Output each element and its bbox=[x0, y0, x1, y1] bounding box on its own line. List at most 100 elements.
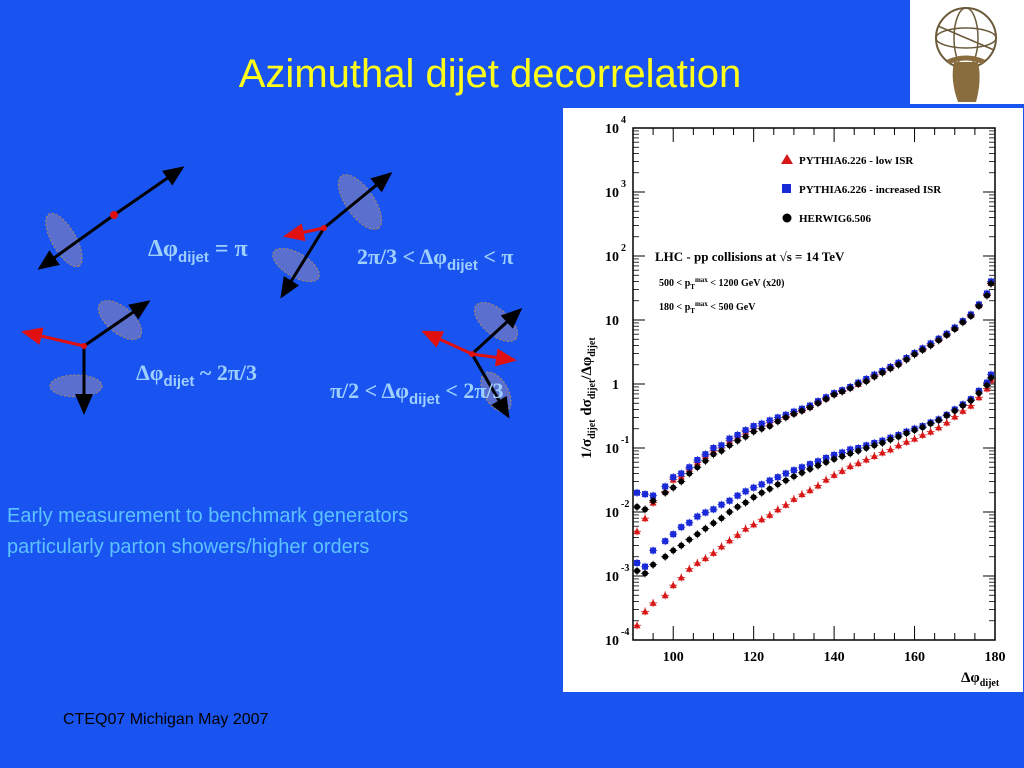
config-near-back-to-back bbox=[272, 172, 393, 299]
data-point-herwig bbox=[758, 489, 765, 496]
data-point-increased-isr bbox=[758, 481, 765, 488]
data-point-herwig bbox=[758, 425, 765, 432]
data-point-herwig bbox=[806, 404, 813, 411]
y-tick-label: 10 bbox=[605, 634, 619, 649]
data-point-low-isr bbox=[854, 459, 862, 467]
data-point-increased-isr bbox=[670, 474, 677, 481]
data-point-low-isr bbox=[726, 536, 734, 544]
data-point-increased-isr bbox=[710, 506, 717, 513]
data-point-herwig bbox=[847, 450, 854, 457]
data-point-herwig bbox=[839, 388, 846, 395]
data-point-low-isr bbox=[661, 591, 669, 599]
data-point-herwig bbox=[927, 420, 934, 427]
data-point-herwig bbox=[887, 365, 894, 372]
data-point-increased-isr bbox=[642, 563, 649, 570]
data-point-herwig bbox=[855, 447, 862, 454]
legend-marker-low-isr bbox=[781, 154, 793, 164]
y-tick-exponent: -2 bbox=[621, 499, 629, 510]
data-point-increased-isr bbox=[742, 427, 749, 434]
data-point-herwig bbox=[774, 481, 781, 488]
data-point-herwig bbox=[911, 351, 918, 358]
data-point-herwig bbox=[847, 385, 854, 392]
data-point-herwig bbox=[879, 369, 886, 376]
data-point-low-isr bbox=[830, 471, 838, 478]
data-point-low-isr bbox=[641, 514, 649, 522]
data-point-herwig bbox=[943, 412, 950, 419]
data-point-herwig bbox=[975, 390, 982, 397]
data-point-herwig bbox=[863, 445, 870, 451]
data-point-increased-isr bbox=[710, 445, 717, 451]
data-point-herwig bbox=[670, 484, 677, 491]
data-point-increased-isr bbox=[718, 442, 725, 449]
label-three-jet-symbol: Δφ bbox=[136, 360, 164, 385]
y-tick-exponent: 3 bbox=[621, 179, 626, 190]
data-point-low-isr bbox=[814, 481, 822, 489]
data-point-herwig bbox=[975, 303, 982, 310]
data-point-low-isr bbox=[886, 445, 894, 453]
data-point-increased-isr bbox=[650, 547, 657, 554]
legend: PYTHIA6.226 - low ISR PYTHIA6.226 - incr… bbox=[781, 154, 942, 225]
data-point-low-isr bbox=[734, 531, 742, 538]
data-point-herwig bbox=[726, 509, 733, 515]
data-point-low-isr bbox=[633, 527, 641, 535]
data-point-low-isr bbox=[838, 467, 846, 474]
data-point-increased-isr bbox=[678, 470, 685, 477]
data-point-low-isr bbox=[878, 449, 886, 456]
data-point-herwig bbox=[927, 342, 934, 349]
data-point-herwig bbox=[823, 396, 830, 403]
data-point-herwig bbox=[634, 567, 641, 574]
data-point-increased-isr bbox=[694, 513, 701, 520]
data-point-herwig bbox=[935, 417, 942, 424]
data-point-increased-isr bbox=[702, 509, 709, 516]
annotation-low-pt: 180 < pTmax < 500 GeV bbox=[659, 300, 756, 315]
data-point-increased-isr bbox=[742, 488, 749, 495]
data-point-herwig bbox=[726, 442, 733, 449]
dijet-sketch bbox=[21, 166, 523, 419]
data-point-low-isr bbox=[927, 428, 935, 435]
data-point-low-isr bbox=[894, 441, 902, 449]
data-point-herwig bbox=[959, 319, 966, 326]
data-point-low-isr bbox=[750, 520, 758, 528]
data-point-increased-isr bbox=[678, 524, 685, 531]
data-point-herwig bbox=[750, 494, 757, 501]
data-point-increased-isr bbox=[642, 491, 649, 498]
x-tick-label: 140 bbox=[824, 650, 845, 665]
config-three-jet bbox=[21, 300, 151, 415]
data-point-herwig bbox=[782, 414, 789, 421]
y-tick-exponent: -3 bbox=[621, 563, 629, 574]
data-point-increased-isr bbox=[686, 464, 693, 471]
label-three-jet-sub: dijet bbox=[163, 373, 195, 390]
label-near-back-to-back-rest: < π bbox=[477, 244, 514, 269]
data-point-herwig bbox=[710, 451, 717, 458]
data-point-herwig bbox=[967, 397, 974, 404]
label-back-to-back-sub: dijet bbox=[178, 249, 209, 266]
data-point-herwig bbox=[919, 424, 926, 431]
y-tick-label: 10 bbox=[605, 506, 619, 521]
data-point-increased-isr bbox=[758, 420, 765, 427]
data-point-herwig bbox=[879, 439, 886, 446]
data-point-increased-isr bbox=[634, 489, 641, 496]
plot-frame bbox=[632, 127, 996, 641]
label-three-jet-rest: ~ 2π/3 bbox=[194, 360, 257, 385]
logo bbox=[910, 0, 1024, 104]
data-point-herwig bbox=[959, 402, 966, 409]
data-point-herwig bbox=[823, 459, 830, 466]
legend-increased-isr: PYTHIA6.226 - increased ISR bbox=[799, 184, 942, 196]
data-point-low-isr bbox=[677, 573, 685, 581]
x-tick-label: 180 bbox=[985, 650, 1006, 665]
label-near-back-to-back-pre: 2π/3 < Δφ bbox=[357, 244, 448, 269]
data-point-herwig bbox=[903, 430, 910, 437]
data-point-increased-isr bbox=[766, 417, 773, 424]
data-point-increased-isr bbox=[774, 474, 781, 481]
data-point-increased-isr bbox=[718, 501, 725, 508]
data-point-herwig bbox=[774, 418, 781, 425]
data-point-herwig bbox=[983, 292, 990, 299]
plot-panel: 10 -4 10 -3 10 -2 10 -1 1 10 10 2 10 3 10 4 100 120 140 16… bbox=[563, 108, 1023, 692]
data-point-herwig bbox=[935, 337, 942, 344]
x-axis-label: Δφdijet bbox=[961, 670, 1000, 689]
data-point-low-isr bbox=[919, 431, 927, 438]
data-point-increased-isr bbox=[750, 423, 757, 430]
data-point-low-isr bbox=[870, 452, 878, 459]
data-point-herwig bbox=[734, 503, 741, 510]
data-point-increased-isr bbox=[726, 497, 733, 504]
